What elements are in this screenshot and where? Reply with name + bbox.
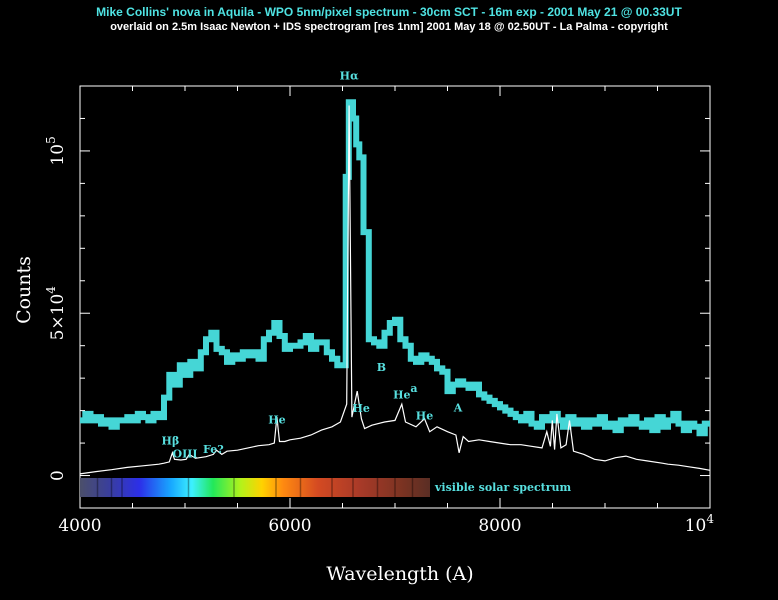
y-tick-label: 5×104 xyxy=(44,286,68,341)
x-axis-label: Wavelength (A) xyxy=(326,563,473,585)
y-tick-label: 105 xyxy=(44,136,68,165)
x-tick-label: 8000 xyxy=(478,516,521,536)
solar-spectrum-colorbar xyxy=(80,478,430,497)
y-axis-label: Counts xyxy=(13,256,35,324)
y-tick-exponent: 4 xyxy=(44,286,58,294)
line-annotation: A xyxy=(453,401,463,414)
line-annotation: OIII xyxy=(172,448,197,461)
colorbar-label: visible solar spectrum xyxy=(434,481,572,494)
line-annotation: Hα xyxy=(340,70,359,83)
line-annotation: He xyxy=(268,414,285,427)
chart-subtitle: overlaid on 2.5m Isaac Newton + IDS spec… xyxy=(110,21,668,33)
y-tick-exponent: 5 xyxy=(44,136,58,144)
line-annotation: He xyxy=(393,388,410,401)
x-tick-label: 6000 xyxy=(268,516,311,536)
x-tick-label: 104 xyxy=(685,512,715,536)
line-annotation: a xyxy=(410,382,417,395)
series-wpo-spectrum xyxy=(80,99,710,437)
line-annotation: He xyxy=(416,410,433,423)
line-annotation: Hβ xyxy=(162,435,180,448)
x-tick-exponent: 4 xyxy=(706,512,714,526)
x-tick-label: 4000 xyxy=(58,516,101,536)
series-ids-spectrum xyxy=(79,105,711,475)
line-annotation: He xyxy=(352,402,369,415)
line-annotation: Fe? xyxy=(203,443,224,456)
chart-title: Mike Collins' nova in Aquila - WPO 5nm/p… xyxy=(96,5,682,19)
line-annotation: B xyxy=(377,361,386,374)
y-tick-label: 0 xyxy=(48,470,68,481)
